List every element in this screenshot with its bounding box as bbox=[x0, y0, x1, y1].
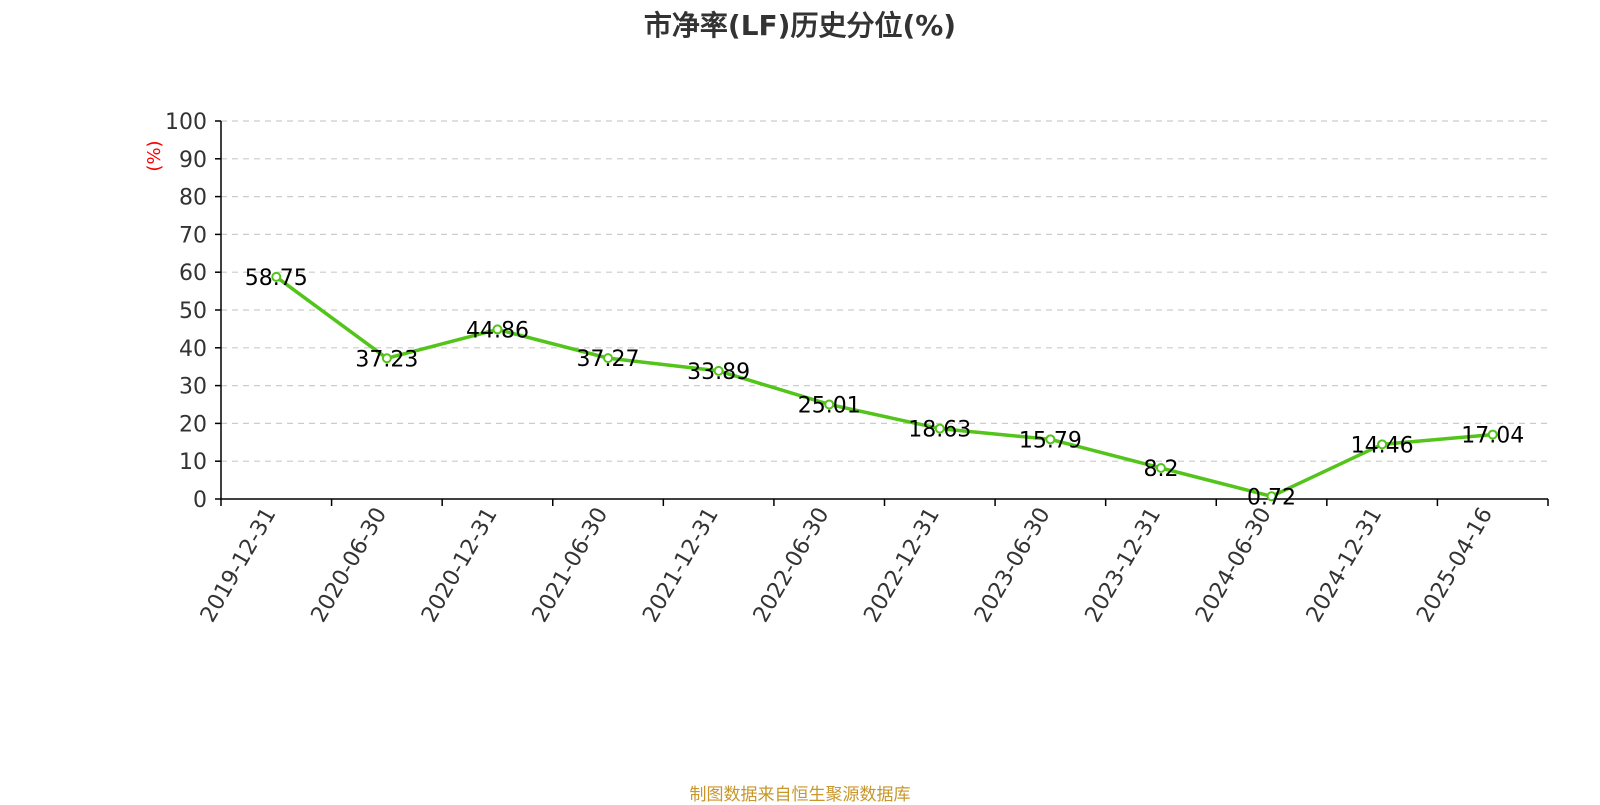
x-tick-label: 2025-04-16 bbox=[1412, 504, 1498, 627]
x-tick-label: 2023-06-30 bbox=[970, 504, 1056, 627]
data-label: 0.72 bbox=[1247, 485, 1296, 510]
data-point bbox=[1487, 429, 1498, 440]
source-note: 制图数据来自恒生聚源数据库 bbox=[689, 785, 911, 805]
x-tick-label: 2023-12-31 bbox=[1081, 504, 1167, 627]
series-line-path bbox=[275, 275, 1493, 499]
data-point bbox=[271, 271, 282, 282]
chart-title: 市净率(LF)历史分位(%) bbox=[643, 9, 957, 42]
data-point bbox=[1155, 463, 1166, 474]
data-point bbox=[934, 423, 945, 434]
x-tick-label: 2020-12-31 bbox=[417, 504, 503, 627]
data-label: 44.86 bbox=[466, 318, 529, 343]
data-point bbox=[1266, 491, 1277, 502]
data-label: 25.01 bbox=[798, 393, 861, 418]
y-tick-label: 10 bbox=[179, 450, 207, 475]
data-label: 58.75 bbox=[245, 266, 308, 291]
y-tick-label: 0 bbox=[193, 488, 207, 513]
y-tick-label: 90 bbox=[179, 148, 207, 173]
y-tick-label: 60 bbox=[179, 261, 207, 286]
data-label: 8.2 bbox=[1143, 457, 1178, 482]
data-point bbox=[492, 324, 503, 335]
y-tick-label: 80 bbox=[179, 186, 207, 211]
y-tick-label: 100 bbox=[165, 110, 207, 135]
x-tick-labels: 2019-12-31 2020-06-30 2020-12-31 2021-06-30… bbox=[196, 504, 1498, 627]
x-tick-label: 2024-06-30 bbox=[1191, 504, 1277, 627]
x-tick-label: 2020-06-30 bbox=[306, 504, 392, 627]
data-point bbox=[824, 399, 835, 410]
data-label: 14.46 bbox=[1351, 433, 1414, 458]
data-label: 37.27 bbox=[577, 347, 640, 372]
y-tick-label: 30 bbox=[179, 375, 207, 400]
data-point bbox=[1377, 439, 1388, 450]
x-tick-label: 2021-06-30 bbox=[528, 504, 614, 627]
y-axis-label: (%) bbox=[144, 140, 165, 171]
x-tick-label: 2024-12-31 bbox=[1302, 504, 1388, 627]
data-point bbox=[713, 365, 724, 376]
axes bbox=[215, 120, 1549, 506]
y-tick-label: 70 bbox=[179, 223, 207, 248]
x-tick-label: 2019-12-31 bbox=[196, 504, 282, 627]
data-label: 17.04 bbox=[1461, 424, 1524, 449]
grid-lines bbox=[221, 120, 1548, 462]
data-label: 37.23 bbox=[355, 347, 418, 372]
x-tick-label: 2022-12-31 bbox=[859, 504, 945, 627]
data-point bbox=[381, 353, 392, 364]
y-tick-label: 20 bbox=[179, 412, 207, 437]
data-point bbox=[603, 353, 614, 364]
series-line bbox=[271, 271, 1498, 502]
y-tick-labels: 0 10 20 30 40 50 60 70 80 90 100 bbox=[165, 110, 207, 513]
y-tick-label: 40 bbox=[179, 337, 207, 362]
x-tick-label: 2021-12-31 bbox=[638, 504, 724, 627]
data-label: 33.89 bbox=[687, 360, 750, 385]
data-label: 18.63 bbox=[908, 418, 971, 443]
data-label: 15.79 bbox=[1019, 428, 1082, 453]
data-labels: 58.75 37.23 44.86 37.27 33.89 25.01 18.63 15.79… bbox=[245, 266, 1524, 510]
data-point bbox=[1045, 434, 1056, 445]
y-tick-label: 50 bbox=[179, 299, 207, 324]
x-tick-label: 2022-06-30 bbox=[749, 504, 835, 627]
